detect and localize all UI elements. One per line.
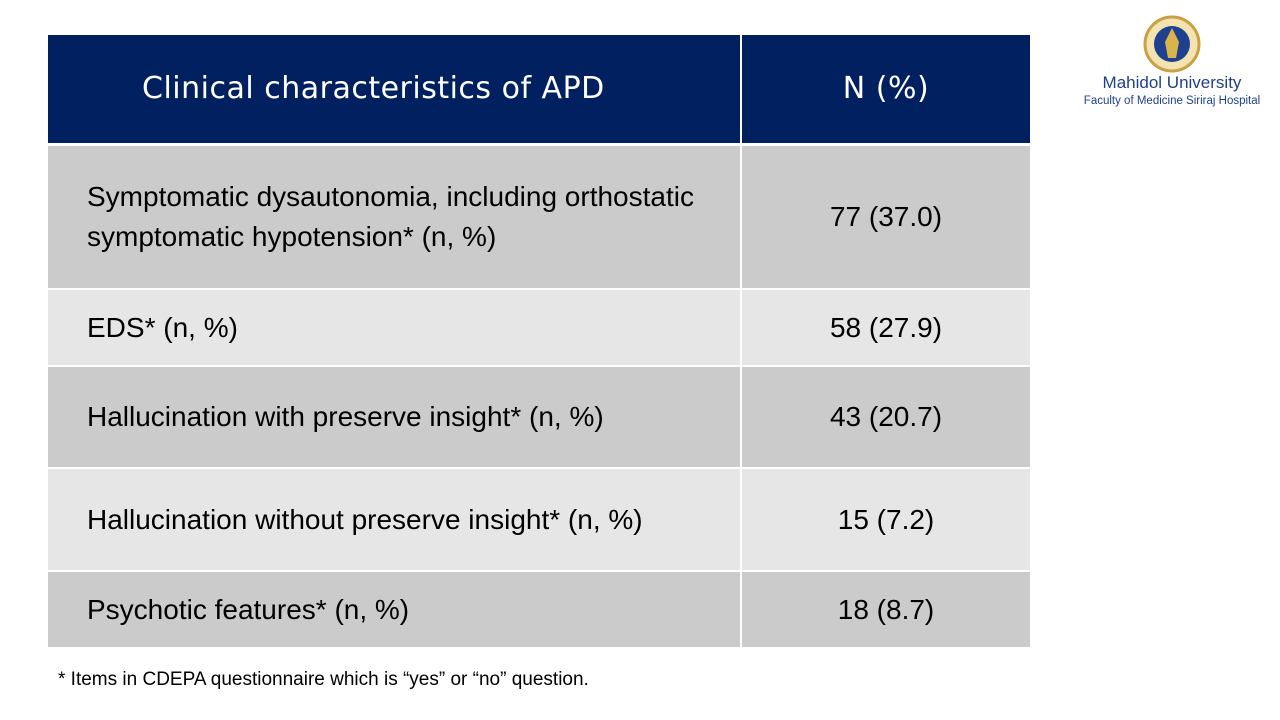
row-label: Hallucination without preserve insight* … <box>48 469 740 570</box>
row-label: Psychotic features* (n, %) <box>48 572 740 647</box>
row-value: 43 (20.7) <box>742 367 1030 467</box>
row-label: EDS* (n, %) <box>48 290 740 365</box>
header-cell: N (%) <box>742 35 1030 143</box>
row-value: 15 (7.2) <box>742 469 1030 570</box>
header-cell: Clinical characteristics of APD <box>48 35 740 143</box>
row-value: 18 (8.7) <box>742 572 1030 647</box>
footnote: * Items in CDEPA questionnaire which is … <box>58 669 589 690</box>
logo-name: Mahidol University <box>1102 73 1242 92</box>
row-value: 77 (37.0) <box>742 146 1030 288</box>
row-label: Symptomatic dysautonomia, including orth… <box>48 146 740 288</box>
row-value: 58 (27.9) <box>742 290 1030 365</box>
row-label: Hallucination with preserve insight* (n,… <box>48 367 740 467</box>
logo-subtitle: Faculty of Medicine Siriraj Hospital <box>1083 95 1261 107</box>
logo-emblem <box>1143 15 1201 73</box>
